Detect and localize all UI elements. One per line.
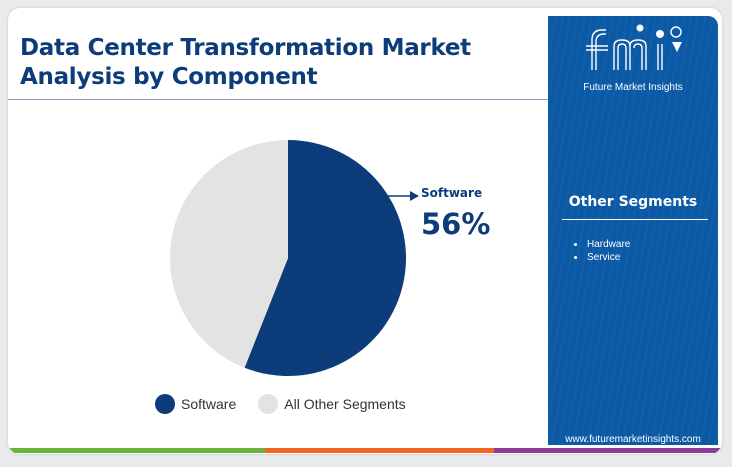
legend-label-other: All Other Segments <box>284 396 406 412</box>
segment-service: Service <box>587 252 621 263</box>
title-line-2: Analysis by Component <box>20 64 318 90</box>
bar-segment-purple <box>493 448 722 453</box>
legend-item-other: All Other Segments <box>258 394 406 414</box>
other-segments-list: Hardware Service <box>574 238 630 264</box>
other-segments-heading: Other Segments <box>568 194 698 210</box>
page-title: Data Center Transformation Market Analys… <box>20 34 540 92</box>
title-line-1: Data Center Transformation Market <box>20 35 471 61</box>
brand-tagline: Future Market Insights <box>583 82 683 93</box>
bar-segment-orange <box>265 448 494 453</box>
callout-arrow-head <box>410 191 419 201</box>
pie-chart <box>170 140 419 376</box>
segment-hardware: Hardware <box>587 239 631 250</box>
pie-slice-software <box>244 140 406 376</box>
bullet-icon <box>574 256 577 259</box>
legend-swatch-software <box>155 394 175 414</box>
legend-swatch-other <box>258 394 279 414</box>
legend-label-software: Software <box>181 396 237 412</box>
bar-segment-green <box>8 448 266 453</box>
chart-legend: Software All Other Segments <box>155 394 428 414</box>
sidebar-divider <box>562 219 708 220</box>
title-divider <box>8 99 548 100</box>
bullet-icon <box>574 243 577 246</box>
callout-value: 56% <box>421 207 491 241</box>
callout-label: Software <box>421 186 483 200</box>
pie-slice-all-other-segments <box>170 140 288 368</box>
fmi-logo-icon <box>586 24 682 70</box>
list-item: Hardware <box>574 238 630 251</box>
website-link[interactable]: www.futuremarketinsights.com <box>565 434 701 445</box>
chart-card: Data Center Transformation Market Analys… <box>8 8 722 454</box>
sidebar-panel: Future Market Insights Other Segments Ha… <box>548 16 718 445</box>
bottom-color-bar <box>8 448 722 453</box>
list-item: Service <box>574 251 630 264</box>
legend-item-software: Software <box>155 394 236 414</box>
chart-area: Software 56% Software All Other Segments <box>8 103 548 443</box>
